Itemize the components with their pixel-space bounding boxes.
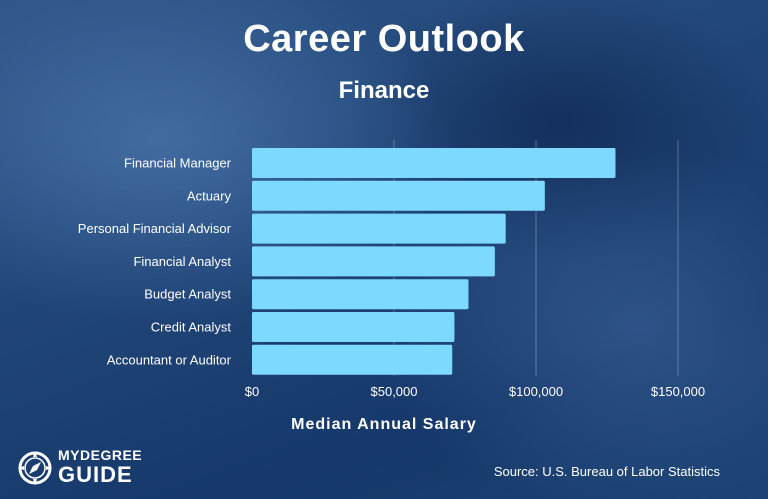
x-tick-label: $100,000 <box>509 384 563 399</box>
bar <box>252 213 506 244</box>
category-labels: Financial Manager Actuary Personal Financi… <box>78 156 232 368</box>
category-label: Actuary <box>187 188 232 203</box>
category-label: Financial Manager <box>124 156 232 171</box>
compass-icon <box>18 451 52 485</box>
logo-line-1: MYDEGREE <box>58 447 143 463</box>
x-axis-label: Median Annual Salary <box>291 416 477 433</box>
x-tick-labels: $0 $50,000 $100,000 $150,000 <box>245 384 705 399</box>
category-label: Financial Analyst <box>133 254 231 269</box>
category-label: Budget Analyst <box>144 287 231 302</box>
x-tick-label: $150,000 <box>651 384 705 399</box>
bar <box>252 148 616 178</box>
source-note: Source: U.S. Bureau of Labor Statistics <box>493 464 720 479</box>
bars <box>252 148 616 375</box>
chart-subtitle: Finance <box>338 77 430 104</box>
x-tick-label: $50,000 <box>371 384 418 399</box>
x-tick-label: $0 <box>245 384 259 399</box>
category-label: Accountant or Auditor <box>107 352 232 367</box>
bar <box>252 246 495 277</box>
chart-title: Career Outlook <box>243 18 525 60</box>
bar <box>252 312 455 342</box>
category-label: Personal Financial Advisor <box>78 221 232 236</box>
category-label: Credit Analyst <box>151 320 232 335</box>
bar <box>252 279 469 310</box>
bar <box>252 344 453 375</box>
logo-line-2: GUIDE <box>58 462 133 487</box>
bar <box>252 180 545 211</box>
